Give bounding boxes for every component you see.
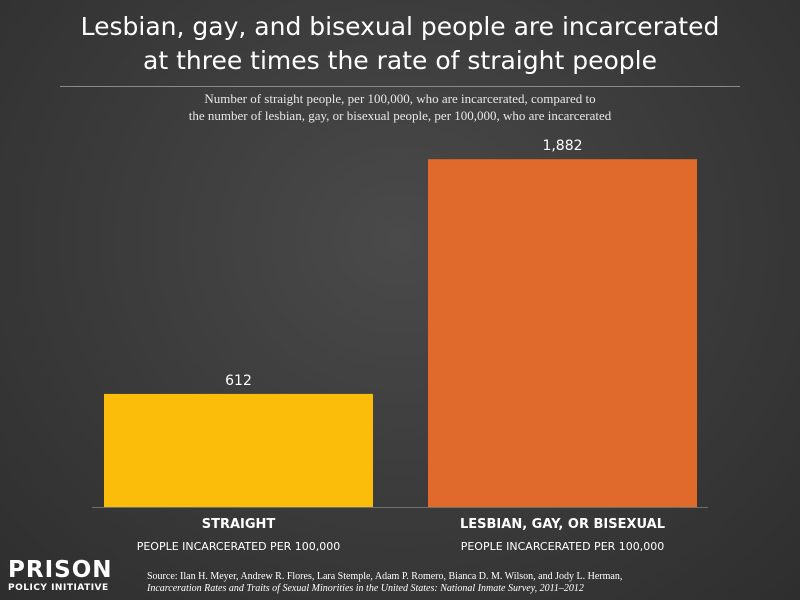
- source-line-publication: Incarceration Rates and Traits of Sexual…: [147, 583, 584, 594]
- logo-word-policy-initiative: POLICY INITIATIVE: [8, 583, 109, 593]
- source-line-authors: Source: Ilan H. Meyer, Andrew R. Flores,…: [147, 571, 623, 582]
- bar-straight: [104, 393, 373, 507]
- value-label-lgb: 1,882: [542, 138, 582, 154]
- chart-subtitle-line-1: Number of straight people, per 100,000, …: [204, 91, 596, 106]
- category-label-lgb: LESBIAN, GAY, OR BISEXUAL: [460, 517, 665, 532]
- chart-title: Lesbian, gay, and bisexual people are in…: [0, 10, 800, 78]
- category-label-straight: STRAIGHT: [202, 517, 276, 532]
- category-sublabel-lgb: PEOPLE INCARCERATED PER 100,000: [461, 540, 665, 553]
- bar-lgb: [428, 159, 697, 507]
- logo-word-prison: PRISON: [8, 557, 113, 583]
- value-label-straight: 612: [225, 373, 252, 389]
- prison-policy-initiative-logo: PRISON POLICY INITIATIVE: [8, 558, 113, 594]
- chart-title-line-2: at three times the rate of straight peop…: [143, 46, 657, 75]
- chart-subtitle: Number of straight people, per 100,000, …: [60, 86, 740, 124]
- category-sublabel-straight: PEOPLE INCARCERATED PER 100,000: [137, 540, 341, 553]
- chart-subtitle-line-2: the number of lesbian, gay, or bisexual …: [188, 108, 612, 123]
- source-note: Source: Ilan H. Meyer, Andrew R. Flores,…: [147, 571, 787, 595]
- chart-title-line-1: Lesbian, gay, and bisexual people are in…: [80, 12, 720, 41]
